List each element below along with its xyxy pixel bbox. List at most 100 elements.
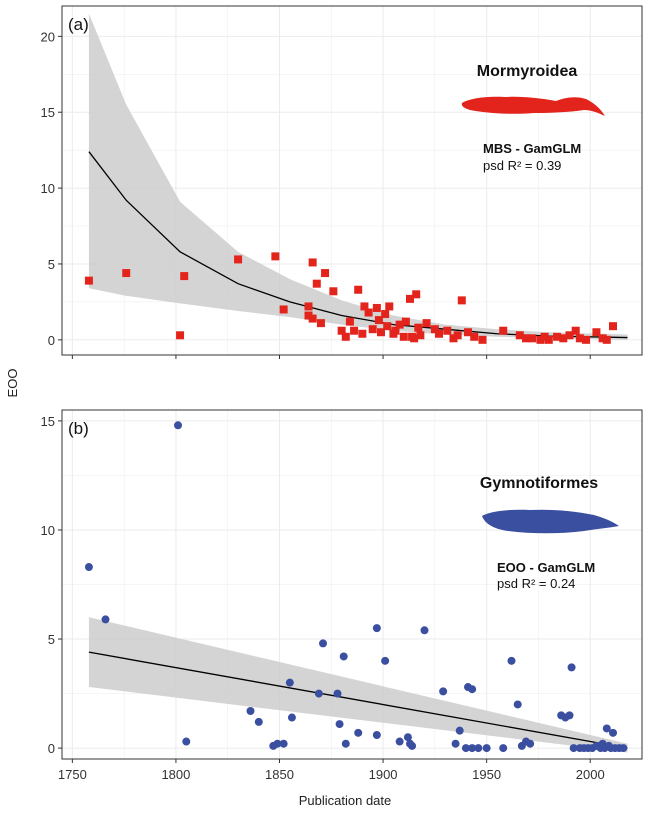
panel-b-data-point (619, 744, 628, 753)
panel-b-data-point (526, 739, 535, 748)
panel-b-data-point (341, 739, 350, 748)
panel-a-data-point (368, 325, 377, 334)
y-axis-label: EOO (5, 369, 20, 398)
panel-b-data-point (474, 744, 483, 753)
panel-b-data-point (354, 728, 363, 737)
panel-b-data-point (567, 663, 576, 672)
panel-b-y-ticks: 0 5 10 15 (41, 414, 62, 756)
panel-b-data-point (285, 678, 294, 687)
panel-b-fit-curve (88, 651, 628, 749)
panel-b: 0 5 10 15 1750 1800 1850 1900 1950 2000 (b) Gymn… (41, 409, 643, 782)
panel-a-data-point (391, 326, 400, 335)
panel-a-data-point (354, 285, 363, 294)
panel-a-data-point (308, 314, 317, 323)
panel-a-data-point (364, 308, 373, 317)
panel-b-data-point (507, 656, 516, 665)
panel-b-data-point (455, 726, 464, 735)
panel-a-data-point (478, 335, 487, 344)
panel-a-data-point (395, 320, 404, 329)
panel-a-data-point (435, 329, 443, 338)
panel-b-ci-band (88, 617, 628, 753)
panel-a-model-label: MBS - GamGLM (483, 141, 581, 156)
panel-a-data-point (401, 317, 410, 326)
panel-b-fit-line (88, 651, 628, 749)
panel-a-data-point (308, 258, 317, 267)
panel-a-data-point (304, 302, 313, 311)
panel-b-y-tick-label: 15 (41, 414, 55, 429)
panel-a-data-point (337, 326, 346, 335)
panel-b-data-point (569, 744, 578, 753)
panel-a-data-point (571, 326, 580, 335)
panel-a-data-point (499, 326, 508, 335)
panel-b-y-tick-label: 5 (48, 632, 55, 647)
x-tick-label: 2000 (576, 767, 605, 782)
panel-a: 0 5 10 15 20 (a) Mormyroidea MBS - GamGLM ps… (41, 5, 643, 359)
panel-b-data-point (174, 421, 182, 430)
x-tick-label: 1800 (161, 767, 190, 782)
panel-a-data-point (592, 328, 601, 337)
panel-a-data-point (598, 334, 607, 343)
x-axis-label: Publication date (299, 793, 392, 808)
panel-a-y-tick-label: 5 (48, 257, 55, 272)
panel-b-data-point (408, 741, 417, 750)
panel-a-data-point (470, 332, 479, 341)
panel-a-data-point (399, 332, 408, 341)
panel-a-data-point (372, 303, 381, 312)
panel-a-data-point (234, 255, 243, 264)
panel-a-y-tick-label: 10 (41, 181, 55, 196)
panel-b-data-point (461, 744, 470, 753)
panel-a-data-point (464, 328, 472, 337)
x-tick-label: 1900 (369, 767, 398, 782)
panel-b-data-point (287, 713, 296, 722)
panel-a-data-point (536, 335, 545, 344)
panel-b-data-point (565, 711, 574, 720)
panel-b-data-point (333, 689, 342, 698)
panel-a-data-point (412, 290, 421, 299)
x-tick-label: 1850 (265, 767, 294, 782)
panel-a-data-point (271, 252, 280, 261)
panel-b-data-point (482, 744, 491, 753)
panel-b-label: (b) (68, 419, 89, 438)
panel-b-data-point (372, 731, 381, 740)
panel-b-data-point (279, 739, 288, 748)
panel-a-data-point (602, 335, 611, 344)
panel-b-data-point (182, 737, 191, 746)
panel-a-data-point (304, 311, 313, 320)
panel-a-data-point (522, 334, 530, 343)
panel-a-data-point (350, 326, 359, 335)
panel-a-y-tick-label: 0 (48, 333, 55, 348)
panel-a-data-point (84, 276, 93, 285)
panel-b-data-point (339, 652, 348, 661)
panel-a-data-point (565, 331, 574, 340)
panel-a-data-point (582, 335, 591, 344)
panel-b-data-point (420, 626, 429, 635)
panel-a-data-point (515, 331, 524, 340)
panel-a-data-point (341, 332, 350, 341)
panel-a-data-point (553, 332, 562, 341)
panel-b-data-point (335, 720, 344, 729)
panel-a-data-point (312, 279, 321, 288)
panel-a-fit-label: psd R² = 0.39 (483, 158, 561, 173)
panel-a-y-tick-label: 15 (41, 105, 55, 120)
x-tick-label: 1950 (472, 767, 501, 782)
panel-a-data-point (528, 334, 537, 343)
panel-b-data-point (84, 563, 93, 572)
panel-a-data-point (180, 272, 189, 281)
panel-a-data-point (414, 323, 423, 332)
panel-b-points (84, 421, 628, 753)
panel-a-fit-line (88, 151, 628, 339)
panel-b-data-point (319, 639, 327, 648)
panel-a-data-point (443, 326, 452, 335)
panel-b-data-point (372, 624, 381, 633)
panel-b-data-point (273, 739, 282, 748)
panel-a-title: Mormyroidea (477, 63, 578, 80)
panel-b-data-point (468, 744, 477, 753)
panel-a-data-point (358, 329, 367, 338)
panel-b-x-ticks: 1750 1800 1850 1900 1950 2000 (58, 759, 605, 782)
panel-a-fit-curve (88, 151, 628, 339)
panel-b-fit-label: psd R² = 0.24 (497, 576, 575, 591)
panel-a-data-point (176, 331, 185, 340)
panel-a-data-point (316, 319, 325, 328)
panel-b-data-point (468, 685, 477, 694)
panel-b-data-point (609, 728, 617, 737)
